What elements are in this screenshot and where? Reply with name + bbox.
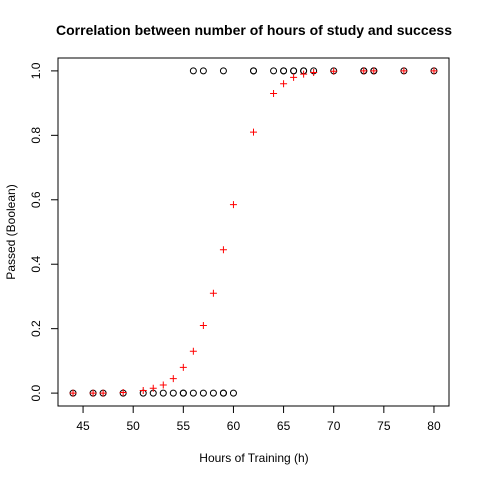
data-point-predicted: [229, 201, 237, 209]
data-point-observed: [280, 67, 288, 75]
data-point-predicted: [169, 375, 177, 383]
data-point-predicted: [370, 67, 378, 75]
data-point-observed: [219, 67, 227, 75]
data-point-predicted: [400, 67, 408, 75]
data-point-observed: [199, 389, 207, 397]
chart-title: Correlation between number of hours of s…: [56, 22, 452, 38]
x-tick-label: 55: [177, 419, 191, 433]
x-tick-label: 45: [76, 419, 90, 433]
y-tick-label: 0.4: [29, 256, 43, 273]
data-point-predicted: [119, 388, 127, 396]
x-tick-label: 70: [327, 419, 341, 433]
x-tick-label: 75: [377, 419, 391, 433]
y-tick-label: 1.0: [29, 62, 43, 79]
data-point-predicted: [199, 321, 207, 329]
data-point-predicted: [360, 67, 368, 75]
data-point-predicted: [430, 67, 438, 75]
data-point-predicted: [300, 70, 308, 78]
data-point-observed: [270, 67, 278, 75]
data-point-predicted: [250, 128, 257, 136]
data-point-predicted: [159, 381, 167, 389]
data-point-predicted: [189, 347, 197, 355]
data-point-predicted: [139, 387, 147, 395]
y-tick-label: 0.6: [29, 191, 43, 208]
data-point-predicted: [290, 73, 298, 81]
data-point-observed: [179, 389, 187, 397]
data-point-predicted: [219, 246, 227, 254]
data-point-predicted: [69, 389, 77, 397]
data-point-predicted: [310, 69, 318, 76]
data-point-predicted: [270, 89, 278, 97]
x-tick-label: 65: [277, 419, 291, 433]
data-point-predicted: [149, 384, 157, 392]
y-tick-label: 0.2: [29, 320, 43, 337]
data-point-observed: [219, 389, 227, 397]
data-point-predicted: [330, 67, 338, 75]
y-tick-label: 0.8: [29, 127, 43, 144]
data-point-predicted: [89, 389, 97, 397]
x-tick-label: 50: [127, 419, 141, 433]
data-point-observed: [199, 67, 207, 75]
y-tick-label: 0.0: [29, 384, 43, 401]
data-point-predicted: [179, 363, 187, 371]
y-axis: 0.0 0.2 0.4 0.6 0.8 1.0: [29, 62, 59, 401]
x-tick-label: 80: [427, 419, 441, 433]
data-point-observed: [169, 389, 177, 397]
y-axis-label: Passed (Boolean): [4, 184, 18, 279]
data-point-observed: [159, 389, 167, 397]
data-point-observed: [250, 67, 257, 75]
data-point-observed: [189, 389, 197, 397]
x-axis-label: Hours of Training (h): [199, 451, 308, 465]
x-axis: 45 50 55 60 65 70 75 80: [76, 405, 441, 433]
data-point-predicted: [209, 289, 217, 297]
data-points: [69, 67, 438, 397]
x-tick-label: 60: [227, 419, 241, 433]
data-point-predicted: [280, 80, 288, 88]
data-point-predicted: [99, 389, 107, 397]
data-point-observed: [229, 389, 237, 397]
data-point-observed: [209, 389, 217, 397]
data-point-observed: [189, 67, 197, 75]
